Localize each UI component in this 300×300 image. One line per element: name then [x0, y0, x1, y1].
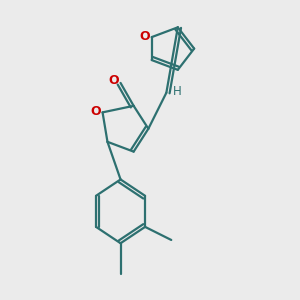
- Text: O: O: [90, 105, 101, 118]
- Text: O: O: [139, 30, 150, 43]
- Text: H: H: [172, 85, 181, 98]
- Text: O: O: [108, 74, 119, 87]
